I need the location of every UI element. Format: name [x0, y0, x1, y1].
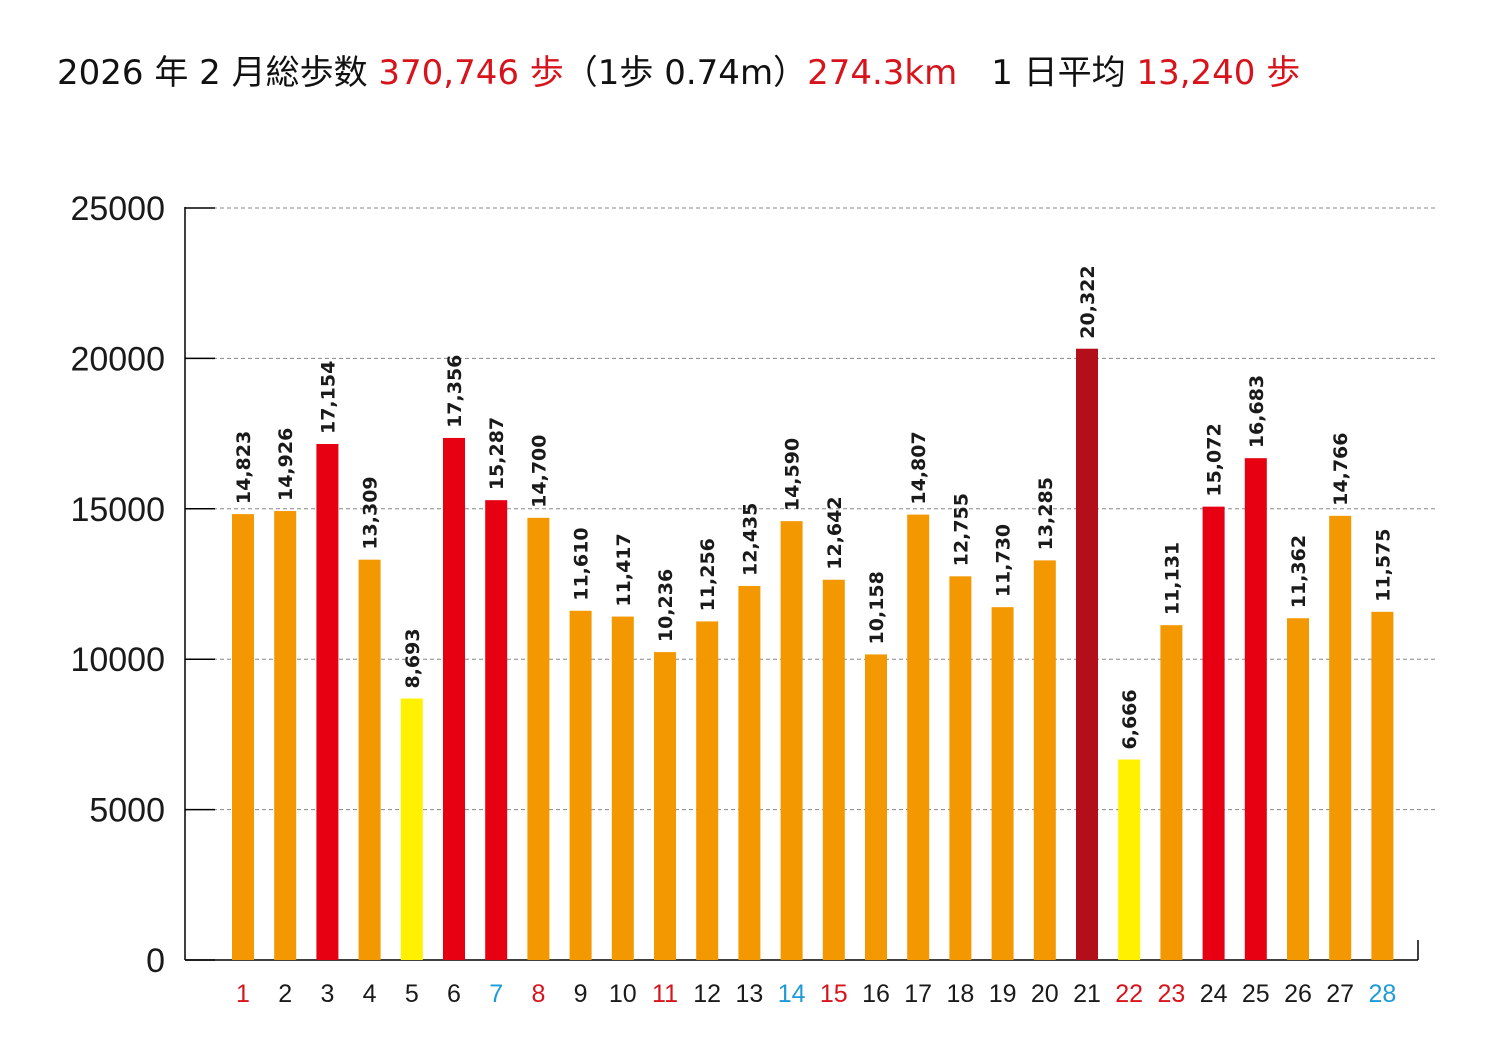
bar-value-label: 14,823 — [233, 431, 255, 504]
bar — [991, 607, 1014, 960]
bar-value-label: 13,309 — [360, 476, 382, 549]
x-tick-label: 25 — [1242, 980, 1270, 1008]
bar-value-label: 11,131 — [1161, 542, 1183, 615]
bar — [274, 511, 297, 960]
bar — [1329, 515, 1352, 960]
bar-value-label: 12,435 — [739, 503, 761, 576]
bar-value-label: 15,287 — [486, 417, 508, 490]
bar — [569, 610, 592, 960]
x-tick-label: 1 — [236, 980, 250, 1008]
y-tick-label: 10000 — [70, 641, 165, 679]
bar-value-label: 14,700 — [528, 434, 550, 507]
y-tick-label: 15000 — [70, 491, 165, 529]
x-tick-label: 28 — [1368, 980, 1396, 1008]
x-tick-label: 7 — [489, 980, 503, 1008]
bar-value-label: 6,666 — [1119, 689, 1141, 749]
bar — [780, 521, 803, 960]
bar — [1202, 506, 1225, 960]
title-distance: 274.3km — [807, 53, 958, 93]
title-total-steps: 370,746 歩 — [378, 53, 564, 93]
bar — [400, 698, 423, 960]
x-tick-label: 21 — [1073, 980, 1101, 1008]
bar — [1076, 348, 1098, 960]
bar-value-label: 12,755 — [950, 493, 972, 566]
bar — [1160, 625, 1183, 960]
x-tick-label: 5 — [405, 980, 419, 1008]
title-average-label: 1 日平均 — [957, 53, 1137, 93]
x-tick-label: 2 — [278, 980, 292, 1008]
bar-value-label: 11,362 — [1288, 535, 1310, 608]
x-tick-label: 23 — [1157, 980, 1185, 1008]
bar-value-label: 14,926 — [275, 428, 297, 501]
bar-value-label: 15,072 — [1204, 423, 1226, 496]
x-tick-label: 19 — [989, 980, 1017, 1008]
bar — [358, 559, 381, 960]
title-step-length-note: （1歩 0.74m） — [563, 53, 808, 93]
bar — [907, 514, 930, 960]
bar-value-label: 10,158 — [866, 571, 888, 644]
y-tick-label: 25000 — [70, 190, 165, 228]
bar-value-label: 10,236 — [655, 569, 677, 642]
x-tick-label: 24 — [1200, 980, 1228, 1008]
bar-value-label: 11,730 — [993, 524, 1015, 597]
bar — [232, 514, 254, 960]
bar — [1371, 611, 1394, 960]
x-tick-label: 26 — [1284, 980, 1312, 1008]
bar-value-label: 17,154 — [317, 361, 339, 434]
x-tick-label: 12 — [693, 980, 721, 1008]
chart-title: 2026 年 2 月総歩数 370,746 歩（1歩 0.74m）274.3km… — [57, 48, 1477, 98]
bar-value-label: 16,683 — [1246, 375, 1268, 448]
bar-value-label: 20,322 — [1077, 265, 1099, 338]
bar — [1033, 560, 1056, 960]
x-tick-label: 14 — [778, 980, 806, 1008]
bar — [527, 517, 550, 960]
bar — [696, 621, 719, 960]
bar — [865, 654, 887, 960]
x-tick-label: 9 — [574, 980, 588, 1008]
bar — [443, 437, 465, 960]
bar-value-label: 14,807 — [908, 431, 930, 504]
x-tick-label: 8 — [531, 980, 545, 1008]
bar-value-label: 11,417 — [613, 533, 635, 606]
x-tick-label: 6 — [447, 980, 461, 1008]
bar-value-label: 11,610 — [571, 527, 593, 600]
x-tick-label: 11 — [652, 980, 678, 1008]
x-tick-label: 13 — [735, 980, 763, 1008]
x-tick-label: 4 — [363, 980, 377, 1008]
bar — [822, 579, 845, 960]
title-prefix: 2026 年 2 月総歩数 — [57, 53, 379, 93]
bar — [1287, 618, 1309, 960]
y-tick-label: 20000 — [70, 340, 165, 378]
bar — [1118, 759, 1141, 960]
bar-value-label: 12,642 — [824, 496, 846, 569]
x-tick-label: 17 — [904, 980, 932, 1008]
bar-value-label: 8,693 — [402, 628, 424, 688]
x-tick-label: 10 — [609, 980, 637, 1008]
x-tick-label: 22 — [1115, 980, 1143, 1008]
bar-value-label: 14,766 — [1330, 433, 1352, 506]
bar — [949, 576, 972, 960]
x-tick-label: 3 — [320, 980, 334, 1008]
title-average-steps: 13,240 歩 — [1136, 53, 1301, 93]
bar-value-label: 11,575 — [1372, 528, 1394, 601]
y-tick-label: 0 — [146, 942, 165, 980]
x-tick-label: 15 — [820, 980, 848, 1008]
bar-value-label: 11,256 — [697, 538, 719, 611]
bar-value-label: 13,285 — [1035, 477, 1057, 550]
x-tick-label: 18 — [946, 980, 974, 1008]
y-tick-label: 5000 — [89, 792, 165, 830]
x-tick-label: 27 — [1326, 980, 1354, 1008]
x-tick-label: 16 — [862, 980, 890, 1008]
bar — [316, 444, 339, 960]
x-tick-label: 20 — [1031, 980, 1059, 1008]
bar — [1244, 458, 1267, 960]
bar-value-label: 14,590 — [782, 438, 804, 511]
bar — [611, 616, 634, 960]
bar-value-label: 17,356 — [444, 355, 466, 428]
bar — [654, 652, 676, 960]
bar — [738, 585, 761, 960]
bar — [485, 500, 508, 960]
